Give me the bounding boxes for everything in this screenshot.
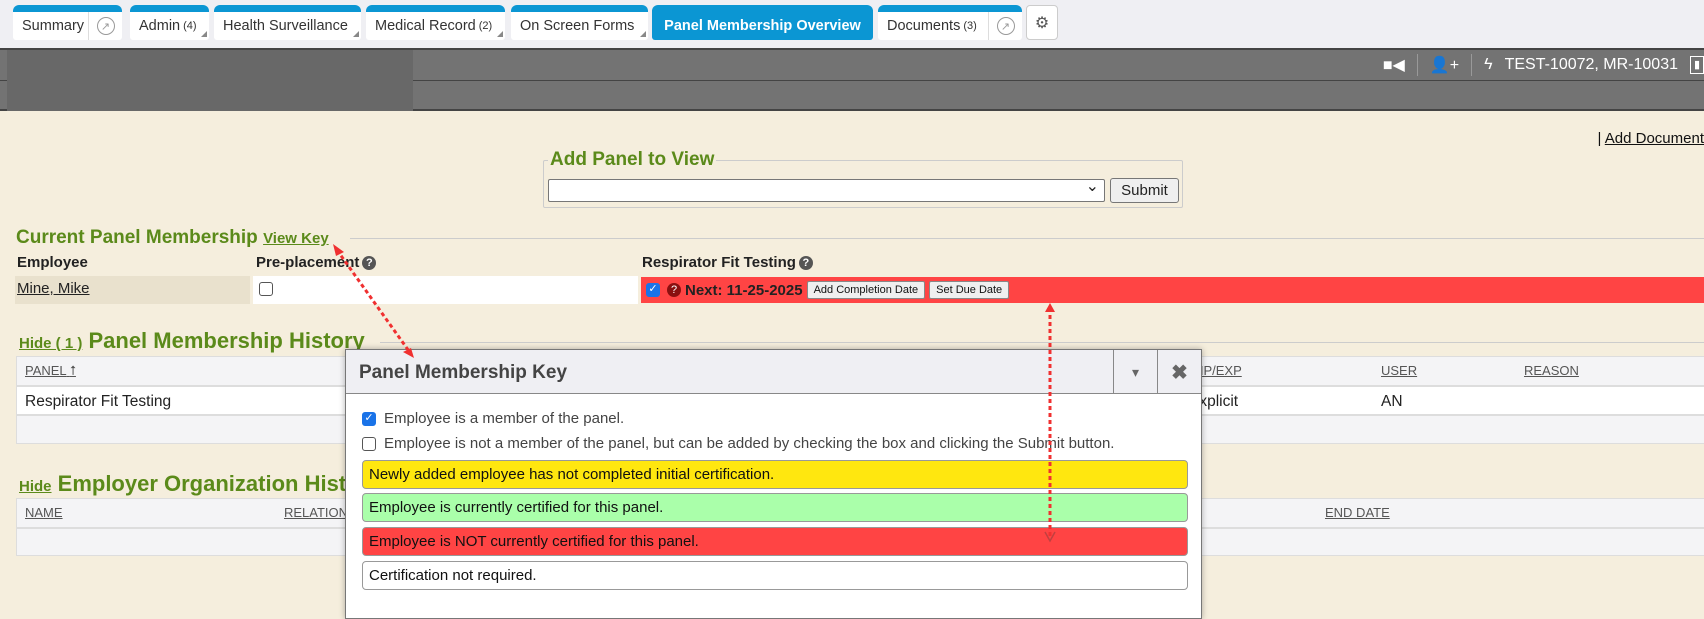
add-document-link[interactable]: Add Document (1604, 130, 1704, 147)
checked-checkbox-icon: ✓ (362, 411, 376, 426)
settings-gear-icon[interactable]: ⚙ (1026, 5, 1058, 40)
column-reason[interactable]: REASON (1524, 363, 1579, 378)
preplacement-checkbox[interactable] (259, 282, 273, 296)
chart-icon[interactable]: ▮ (1690, 56, 1704, 74)
tab-label: Admin (139, 18, 181, 34)
tab-health-surveillance[interactable]: Health Surveillance (214, 5, 361, 40)
add-panel-fieldset: Add Panel to View (543, 149, 1183, 208)
submit-button[interactable]: Submit (1110, 178, 1179, 203)
column-panel[interactable]: PANEL ⭡ (25, 363, 76, 379)
add-panel-legend: Add Panel to View (548, 149, 717, 171)
sort-up-icon: ⭡ (69, 363, 76, 378)
tab-panel-membership-overview[interactable]: Panel Membership Overview (652, 5, 873, 40)
tab-documents[interactable]: Documents (3) ↗ (878, 5, 1022, 40)
key-red: Employee is NOT currently certified for … (362, 527, 1188, 556)
add-completion-date-button[interactable]: Add Completion Date (806, 281, 926, 299)
dialog-header: Panel Membership Key ▾ ✖ (346, 350, 1201, 394)
collapse-dropdown-icon[interactable]: ▾ (1113, 350, 1157, 394)
tab-label: Medical Record (375, 18, 476, 34)
open-external-icon[interactable]: ↗ (988, 12, 1022, 40)
column-imp-exp[interactable]: IMP/EXP (1189, 363, 1242, 378)
tab-label: Panel Membership Overview (664, 18, 861, 34)
add-document-area: | Add Document (1597, 130, 1704, 147)
preplacement-cell (253, 276, 638, 304)
tab-badge: (3) (963, 20, 977, 32)
view-key-link[interactable]: View Key (263, 230, 329, 247)
column-name[interactable]: NAME (25, 505, 63, 520)
help-icon[interactable]: ? (798, 256, 813, 270)
column-label: Pre-placement (256, 254, 360, 271)
key-white: Certification not required. (362, 561, 1188, 590)
history-title: Hide ( 1 ) Panel Membership History (19, 328, 365, 354)
tab-label: Documents (887, 18, 961, 34)
column-relation[interactable]: RELATION (284, 505, 349, 520)
column-respirator: Respirator Fit Testing? (642, 254, 813, 271)
tab-medical-record[interactable]: Medical Record (2) (366, 5, 505, 40)
bolt-icon[interactable]: ϟ (1484, 56, 1493, 73)
help-icon[interactable]: ? (362, 256, 377, 270)
panel-select[interactable] (548, 176, 1105, 202)
record-id: TEST-10072, MR-10031 (1504, 56, 1678, 73)
column-user[interactable]: USER (1381, 363, 1418, 378)
current-membership-title: Current Panel Membership View Key (16, 227, 329, 249)
key-member: ✓ Employee is a member of the panel. (362, 410, 624, 427)
employee-cell: Mine, Mike (15, 276, 250, 304)
tab-label: Health Surveillance (223, 18, 348, 34)
employee-link[interactable]: Mine, Mike (17, 280, 90, 297)
cell-user: AN (1381, 393, 1403, 410)
tab-admin[interactable]: Admin (4) (130, 5, 209, 40)
close-icon[interactable]: ✖ (1157, 350, 1201, 394)
unchecked-checkbox-icon (362, 436, 376, 451)
key-text: Employee is a member of the panel. (384, 410, 625, 427)
column-label: Respirator Fit Testing (642, 254, 796, 271)
section-title: Current Panel Membership (16, 227, 258, 248)
dialog-title: Panel Membership Key (359, 362, 568, 383)
key-text: Employee is not a member of the panel, b… (384, 435, 1115, 452)
set-due-date-button[interactable]: Set Due Date (929, 281, 1010, 299)
section-title: Panel Membership History (88, 328, 365, 353)
section-title: Employer Organization History (57, 471, 381, 496)
help-icon[interactable]: ? (667, 283, 681, 297)
respirator-cell: ✓ ? Next: 11-25-2025 Add Completion Date… (641, 277, 1704, 303)
tab-label: On Screen Forms (520, 18, 635, 34)
key-green: Employee is currently certified for this… (362, 493, 1188, 522)
next-due-date: Next: 11-25-2025 (685, 281, 803, 299)
column-employee: Employee (17, 254, 88, 271)
column-end-date[interactable]: END DATE (1325, 505, 1390, 520)
panel-membership-key-dialog: Panel Membership Key ▾ ✖ ✓ Employee is a … (345, 349, 1202, 619)
tab-bar: Summary ↗ Admin (4) Health Surveillance Me… (0, 0, 1704, 48)
arrowhead (1045, 303, 1055, 312)
hide-history-link[interactable]: Hide ( 1 ) (19, 335, 83, 352)
tab-badge: (4) (183, 20, 197, 32)
header-toolbar: ■◀ 👤+ ϟ TEST-10072, MR-10031 ▮ (1383, 52, 1704, 78)
key-not-member: Employee is not a member of the panel, b… (362, 435, 1114, 452)
key-yellow: Newly added employee has not completed i… (362, 460, 1188, 489)
hide-employer-link[interactable]: Hide (19, 478, 52, 495)
respirator-checkbox[interactable]: ✓ (646, 283, 660, 297)
open-external-icon[interactable]: ↗ (88, 12, 122, 40)
redacted-area (7, 50, 413, 111)
video-icon[interactable]: ■◀ (1382, 57, 1405, 74)
column-preplacement: Pre-placement? (256, 254, 377, 271)
tab-label: Summary (22, 18, 85, 34)
cell-panel: Respirator Fit Testing (25, 393, 172, 410)
employer-title: Hide Employer Organization History (19, 471, 380, 497)
column-label: PANEL (25, 363, 67, 378)
tab-badge: (2) (478, 20, 493, 32)
tab-summary[interactable]: Summary ↗ (13, 5, 122, 40)
add-user-icon[interactable]: 👤+ (1429, 57, 1460, 74)
tab-on-screen-forms[interactable]: On Screen Forms (511, 5, 648, 40)
